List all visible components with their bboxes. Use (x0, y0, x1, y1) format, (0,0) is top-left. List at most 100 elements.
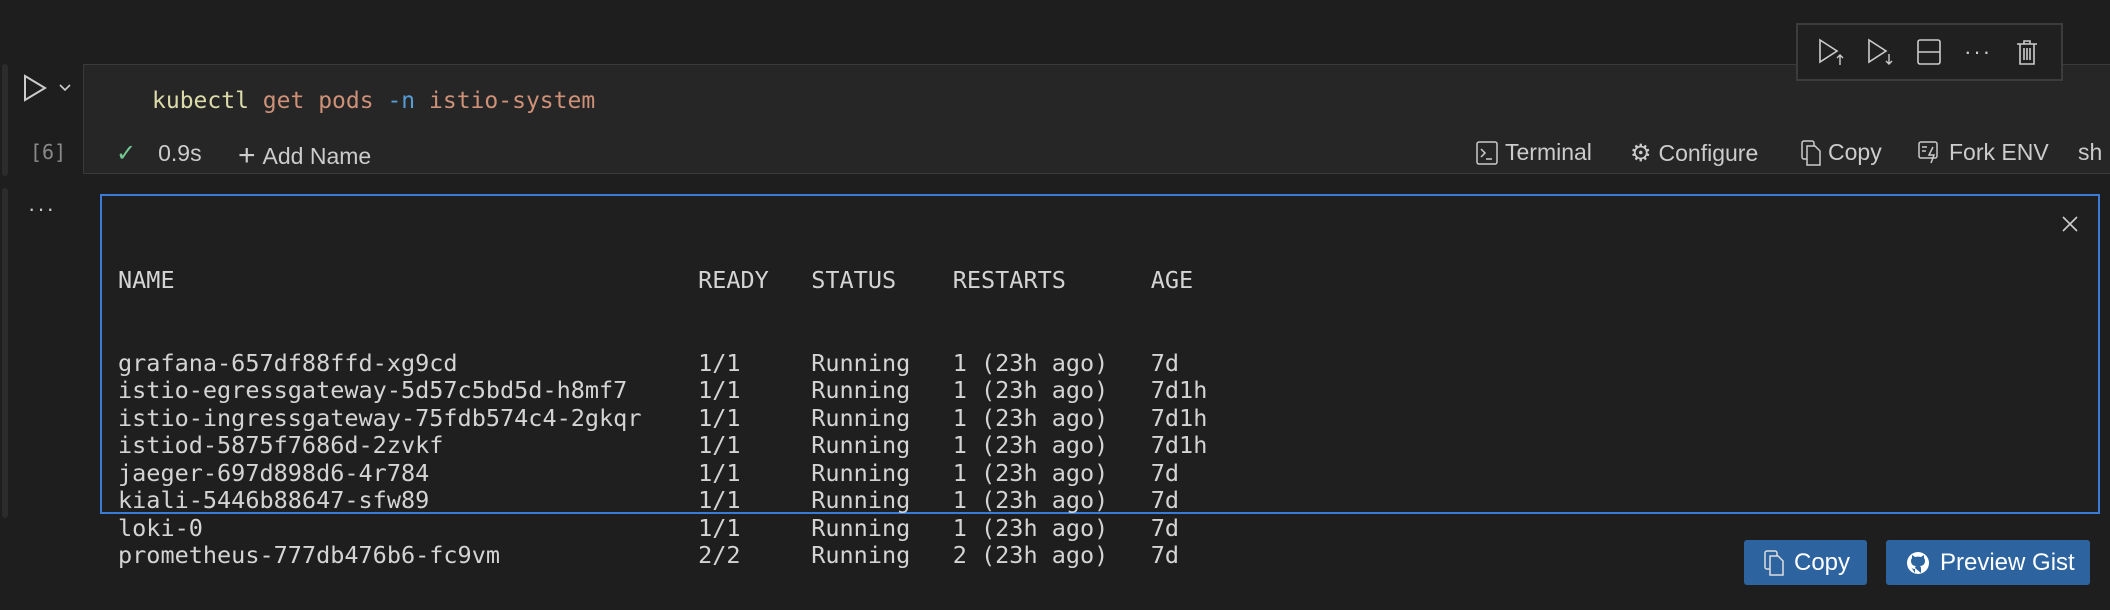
output-row: istio-ingressgateway-75fdb574c4-2gkqr 1/1… (118, 403, 1208, 433)
delete-icon (2016, 40, 2037, 65)
copy-cell-button[interactable]: Copy (1801, 139, 1882, 166)
pod-restarts: 1 (23h ago) (952, 376, 1109, 404)
pod-status: Running (811, 403, 911, 432)
duration: 0.9s (158, 140, 202, 166)
pod-ready: 2/2 (698, 541, 741, 569)
delete-cell-button[interactable] (2009, 34, 2045, 70)
execution-status: ✓ 0.9s (116, 139, 202, 168)
copy-label: Copy (1828, 139, 1882, 165)
code-token: -n (387, 88, 416, 114)
pod-restarts: 1 (23h ago) (952, 458, 1109, 487)
run-options-chevron-icon[interactable] (58, 80, 72, 98)
execution-count: [6] (30, 140, 67, 164)
pod-ready: 1/1 (698, 348, 741, 377)
more-icon: ··· (1964, 39, 1993, 64)
pod-age: 7d1h (1150, 403, 1208, 432)
pod-age: 7d1h (1150, 376, 1208, 404)
code-token: get (262, 88, 305, 114)
execute-below-button[interactable] (1863, 34, 1899, 70)
language-selector[interactable]: sh (2078, 139, 2102, 166)
pod-restarts: 2 (23h ago) (952, 541, 1109, 569)
preview-gist-button[interactable]: Preview Gist (1886, 540, 2090, 585)
copy-icon (1764, 549, 1784, 576)
terminal-button[interactable]: Terminal (1476, 139, 1592, 166)
pod-restarts: 1 (23h ago) (952, 486, 1109, 514)
pod-age: 7d (1150, 513, 1180, 542)
output-row: grafana-657df88ffd-xg9cd 1/1 Running 1 (23h… (118, 348, 1207, 378)
pod-status: Running (811, 376, 911, 404)
terminal-label: Terminal (1505, 139, 1592, 165)
terminal-icon (1476, 140, 1498, 165)
pod-ready: 1/1 (698, 376, 741, 404)
pod-age: 7d (1150, 458, 1180, 487)
header-restarts: RESTARTS (952, 266, 1066, 294)
pod-name: grafana-657df88ffd-xg9cd (118, 348, 458, 377)
run-cell-button[interactable] (22, 74, 48, 107)
output-text[interactable]: NAME READY STATUS RESTARTS AGE grafana-657df… (118, 212, 1207, 597)
output-gutter (2, 188, 8, 518)
cell-toolbar: ··· (1796, 23, 2063, 81)
fork-env-label: Fork ENV (1949, 139, 2049, 165)
configure-label: Configure (1658, 140, 1759, 166)
add-name-button[interactable]: + Add Name (238, 139, 371, 173)
execute-below-icon (1868, 38, 1893, 65)
pod-ready: 1/1 (698, 513, 741, 542)
output-header-row: NAME READY STATUS RESTARTS AGE (118, 266, 1207, 295)
success-check-icon: ✓ (116, 140, 137, 167)
copy-icon (1801, 139, 1821, 166)
fork-env-button[interactable]: Fork ENV (1918, 139, 2049, 166)
code-token: pods (318, 88, 374, 114)
code-line[interactable]: kubectl get pods -n istio-system (152, 88, 595, 114)
pod-name: istio-egressgateway-5d57c5bd5d-h8mf7 (118, 376, 628, 404)
github-icon (1907, 551, 1929, 574)
header-age: AGE (1150, 266, 1194, 294)
close-icon (2062, 216, 2078, 232)
cell-gutter (2, 64, 8, 176)
pod-restarts: 1 (23h ago) (952, 513, 1109, 542)
header-name: NAME (118, 266, 175, 294)
close-output-button[interactable] (2060, 214, 2080, 239)
pod-age: 7d1h (1150, 431, 1208, 459)
language-label: sh (2078, 139, 2103, 165)
output-row: kiali-5446b88647-sfw89 1/1 Running 1 (23h a… (118, 486, 1207, 515)
fork-env-icon (1918, 140, 1938, 163)
pod-status: Running (811, 458, 911, 487)
pod-age: 7d (1150, 348, 1180, 377)
preview-gist-label: Preview Gist (1940, 548, 2075, 576)
configure-button[interactable]: ⚙ Configure (1630, 139, 1758, 168)
pod-name: istiod-5875f7686d-2zvkf (118, 431, 444, 459)
code-token: istio-system (429, 88, 596, 114)
header-ready: READY (698, 266, 769, 294)
output-panel (100, 194, 2100, 514)
code-editor[interactable] (83, 64, 2110, 174)
pod-name: loki-0 (118, 513, 203, 542)
pod-status: Running (811, 541, 911, 569)
pod-status: Running (811, 486, 911, 514)
copy-output-label: Copy (1794, 548, 1851, 576)
pod-ready: 1/1 (698, 403, 741, 432)
pod-name: istio-ingressgateway-75fdb574c4-2gkqr (118, 403, 642, 432)
output-row: istio-egressgateway-5d57c5bd5d-h8mf7 1/1 R… (118, 376, 1208, 405)
pod-status: Running (811, 348, 911, 377)
pod-restarts: 1 (23h ago) (952, 431, 1109, 459)
add-name-label: Add Name (262, 142, 372, 169)
pod-age: 7d (1150, 486, 1180, 514)
pod-status: Running (811, 513, 911, 542)
output-row: jaeger-697d898d6-4r784 1/1 Running 1 (23h a… (118, 458, 1207, 488)
pod-restarts: 1 (23h ago) (952, 348, 1109, 377)
pod-name: prometheus-777db476b6-fc9vm (118, 541, 501, 569)
gear-icon: ⚙ (1630, 140, 1652, 167)
code-token: kubectl (152, 88, 249, 114)
header-status: STATUS (811, 266, 897, 294)
execute-above-icon (1819, 38, 1844, 65)
pod-status: Running (811, 431, 911, 459)
output-row: istiod-5875f7686d-2zvkf 1/1 Running 1 (23h … (118, 431, 1208, 460)
plus-icon: + (238, 139, 256, 172)
output-more-icon[interactable]: ··· (28, 196, 56, 221)
more-actions-button[interactable]: ··· (1960, 34, 1996, 70)
execute-above-button[interactable] (1814, 34, 1850, 70)
copy-output-button[interactable]: Copy (1744, 540, 1867, 585)
pod-age: 7d (1150, 541, 1180, 569)
pod-name: jaeger-697d898d6-4r784 (118, 458, 430, 487)
split-cell-button[interactable] (1911, 34, 1947, 70)
